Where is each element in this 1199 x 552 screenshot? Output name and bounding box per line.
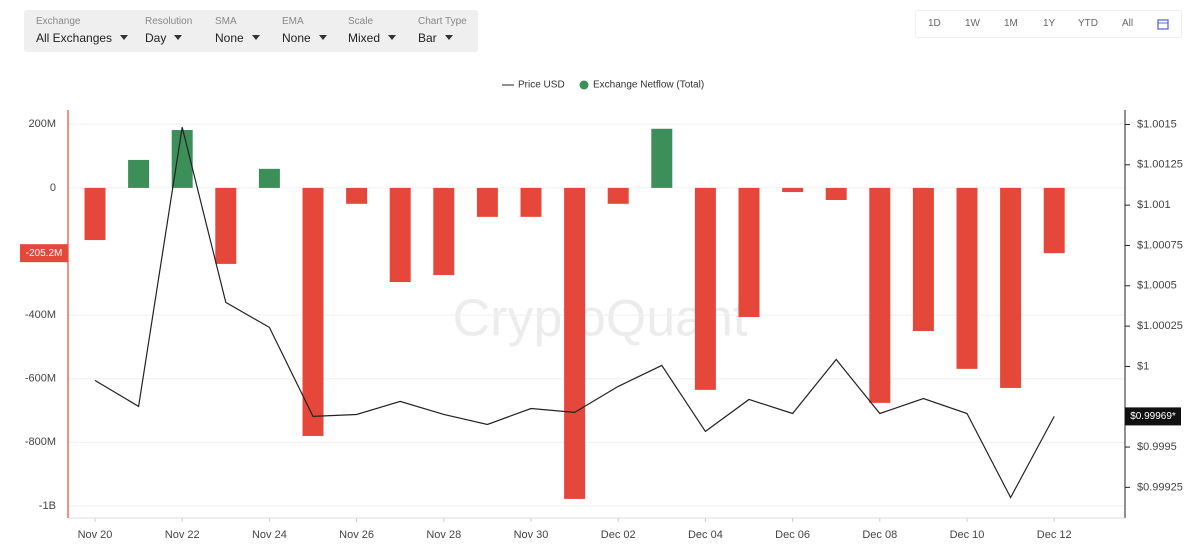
x-tick-label: Dec 10: [950, 529, 985, 541]
x-tick-label: Nov 22: [165, 529, 200, 541]
bar: [302, 187, 324, 436]
bar: [825, 187, 847, 200]
range-button[interactable]: YTD: [1078, 18, 1098, 29]
x-tick-label: Nov 24: [252, 529, 287, 541]
crosshair-badge: [20, 244, 68, 263]
legend-label: Exchange Netflow (Total): [593, 80, 704, 91]
bar: [215, 187, 237, 264]
bar: [738, 187, 760, 318]
dropdown-label: Resolution: [145, 16, 193, 27]
bar: [782, 187, 804, 193]
bar: [258, 168, 280, 188]
bar: [128, 159, 150, 188]
bar: [1000, 187, 1022, 388]
bar: [956, 187, 978, 369]
bar: [433, 187, 455, 276]
dropdown-label: SMA: [215, 16, 237, 27]
dropdown[interactable]: SMA None: [215, 16, 260, 45]
y-tick-label: -1B: [39, 500, 56, 512]
bar: [564, 187, 586, 499]
dropdown-value: None: [282, 31, 327, 45]
y2-tick-label: $1.001: [1137, 199, 1171, 211]
dropdown-label: Scale: [348, 16, 374, 27]
dropdown-value: Bar: [418, 31, 467, 45]
dropdown-label: EMA: [282, 16, 304, 27]
x-tick-label: Dec 12: [1037, 529, 1072, 541]
dropdown-value: All Exchanges: [36, 31, 128, 45]
x-tick-label: Nov 20: [78, 529, 113, 541]
price-badge: [1125, 407, 1181, 426]
x-tick-label: Dec 02: [601, 529, 636, 541]
y-tick-label: -600M: [25, 373, 56, 385]
dropdown[interactable]: EMA None: [282, 16, 327, 45]
x-tick-label: Dec 06: [775, 529, 810, 541]
y2-tick-label: $1: [1137, 360, 1149, 372]
bar: [476, 187, 498, 217]
dropdown[interactable]: Exchange All Exchanges: [36, 16, 128, 45]
dropdown[interactable]: Scale Mixed: [348, 16, 396, 45]
y2-tick-label: $1.0015: [1137, 118, 1177, 130]
x-tick-label: Dec 08: [862, 529, 897, 541]
x-tick-label: Dec 04: [688, 529, 723, 541]
calendar-icon[interactable]: [1156, 17, 1170, 31]
range-button[interactable]: 1D: [928, 18, 941, 29]
price-badge-label: $0.99969*: [1130, 411, 1176, 422]
range-button[interactable]: 1W: [965, 18, 980, 29]
x-tick-label: Nov 28: [426, 529, 461, 541]
range-selector: 1D 1W 1M 1Y YTD All: [915, 10, 1182, 38]
bar: [694, 187, 716, 390]
y2-tick-label: $0.99925: [1137, 481, 1183, 493]
bar: [389, 187, 411, 283]
bar: [912, 187, 934, 332]
bar: [346, 187, 368, 204]
bar: [1043, 187, 1065, 254]
legend-swatch: [579, 80, 589, 90]
bar: [869, 187, 891, 403]
legend-label: Price USD: [518, 80, 565, 91]
crosshair-label: -205.2M: [26, 248, 63, 259]
y2-tick-label: $1.00025: [1137, 320, 1183, 332]
dropdown-value: Mixed: [348, 31, 396, 45]
y2-tick-label: $0.9995: [1137, 441, 1177, 453]
toolbar: Exchange All Exchanges Resolution Day SMA Non…: [24, 10, 478, 52]
y2-tick-label: $1.00075: [1137, 239, 1183, 251]
dropdown[interactable]: Resolution Day: [145, 16, 192, 45]
y2-tick-label: $1.00125: [1137, 159, 1183, 171]
y2-tick-label: $1.0005: [1137, 280, 1177, 292]
dropdown-label: Chart Type: [418, 16, 467, 27]
range-button[interactable]: 1Y: [1043, 18, 1056, 29]
bar: [651, 128, 673, 188]
y-tick-label: -400M: [25, 309, 56, 321]
dropdown-label: Exchange: [36, 16, 81, 27]
range-button[interactable]: 1M: [1004, 18, 1018, 29]
y-tick-label: -800M: [25, 436, 56, 448]
price-line: [94, 127, 1055, 499]
dropdown-value: Day: [145, 31, 192, 45]
bar: [607, 187, 629, 204]
bar: [84, 187, 106, 241]
dropdown[interactable]: Chart Type Bar: [418, 16, 467, 45]
y-tick-label: 0: [50, 182, 56, 194]
x-tick-label: Nov 26: [339, 529, 374, 541]
bar: [171, 130, 193, 188]
dropdown-value: None: [215, 31, 260, 45]
range-button[interactable]: All: [1122, 18, 1134, 29]
x-tick-label: Nov 30: [514, 529, 549, 541]
y-tick-label: 200M: [28, 118, 56, 130]
bar: [520, 187, 542, 217]
